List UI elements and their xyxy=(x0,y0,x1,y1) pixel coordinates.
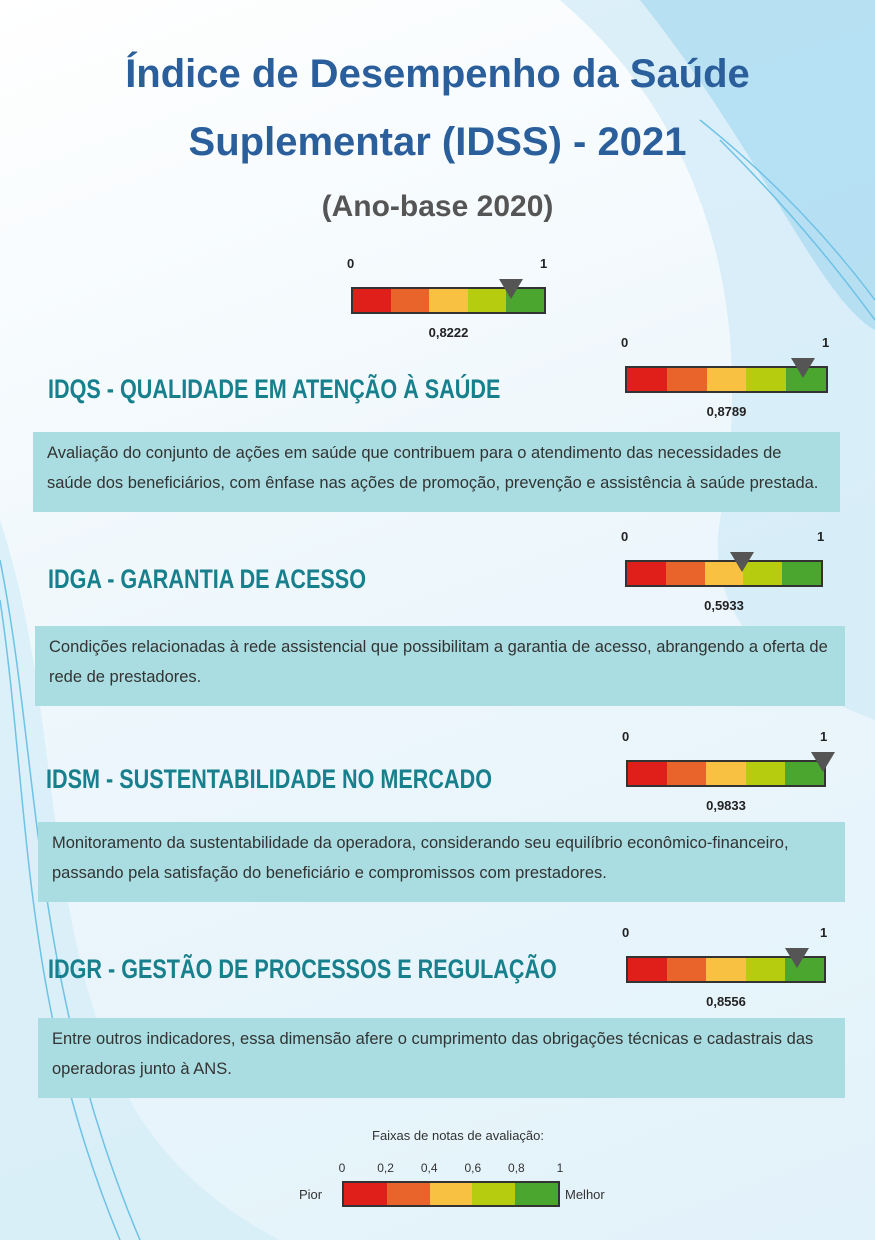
legend-title: Faixas de notas de avaliação: xyxy=(372,1128,544,1143)
gauge-band xyxy=(665,562,705,585)
gauge-band xyxy=(782,562,821,585)
gauge-max: 1 xyxy=(820,925,828,940)
gauge-band xyxy=(344,1183,387,1205)
section-title: IDGA - GARANTIA DE ACESSO xyxy=(48,564,367,594)
gauge-band xyxy=(666,368,707,391)
gauge-band xyxy=(515,1183,558,1205)
gauge-band xyxy=(627,562,666,585)
gauge-band xyxy=(472,1183,516,1205)
legend-tick-label: 1 xyxy=(556,1161,564,1175)
gauge-band xyxy=(391,289,430,312)
gauge-max: 1 xyxy=(822,335,830,350)
section-description: Avaliação do conjunto de ações em saúde … xyxy=(33,432,840,512)
gauge-band xyxy=(429,1183,473,1205)
gauge-band xyxy=(745,958,785,981)
gauge-band xyxy=(667,958,707,981)
gauge-band xyxy=(706,958,746,981)
gauge-band xyxy=(706,762,746,785)
legend-low: Pior xyxy=(299,1187,323,1202)
gauge-max: 1 xyxy=(817,529,825,544)
legend-tick-label: 0,4 xyxy=(420,1161,438,1175)
gauge-band xyxy=(627,368,667,391)
subtitle: (Ano-base 2020) xyxy=(321,190,554,223)
gauge-max: 1 xyxy=(820,729,828,744)
legend-tick-label: 0,6 xyxy=(464,1161,482,1175)
gauge-bar xyxy=(626,760,826,787)
gauge-min: 0 xyxy=(622,925,630,940)
section-description: Condições relacionadas à rede assistenci… xyxy=(35,626,845,706)
gauge-min: 0 xyxy=(621,335,629,350)
gauge-band xyxy=(628,762,668,785)
section-title: IDGR - GESTÃO DE PROCESSOS E REGULAÇÃO xyxy=(48,954,557,984)
gauge-value: 0,8789 xyxy=(706,404,747,419)
gauge-bar xyxy=(351,287,546,314)
legend-tick-label: 0,2 xyxy=(377,1161,394,1175)
title: Índice de Desempenho da Saúde xyxy=(125,52,750,96)
gauge-max: 1 xyxy=(540,256,548,271)
gauge-bar xyxy=(625,366,828,393)
legend-tick-label: 0 xyxy=(338,1161,346,1175)
gauge-value: 0,5933 xyxy=(704,598,744,613)
gauge-bar xyxy=(342,1181,560,1207)
gauge-min: 0 xyxy=(347,256,355,271)
gauge-marker xyxy=(810,752,835,772)
section-title: IDQS - QUALIDADE EM ATENÇÃO À SAÚDE xyxy=(48,374,501,404)
gauge-min: 0 xyxy=(621,529,629,544)
gauge-band xyxy=(706,368,747,391)
section-description: Monitoramento da sustentabilidade da ope… xyxy=(38,822,845,902)
legend-high: Melhor xyxy=(565,1187,605,1202)
gauge-band xyxy=(746,368,787,391)
gauge-band xyxy=(667,762,707,785)
gauge-bar xyxy=(625,560,823,587)
section-title: IDSM - SUSTENTABILIDADE NO MERCADO xyxy=(46,764,492,794)
gauge-marker xyxy=(730,552,755,572)
title: Suplementar (IDSS) - 2021 xyxy=(188,120,687,164)
gauge-value: 0,9833 xyxy=(706,798,746,813)
section-description: Entre outros indicadores, essa dimensão … xyxy=(38,1018,845,1098)
gauge-marker xyxy=(791,358,816,378)
gauge-value: 0,8556 xyxy=(706,994,746,1009)
gauge-band xyxy=(429,289,468,312)
gauge-min: 0 xyxy=(622,729,630,744)
gauge-band xyxy=(386,1183,430,1205)
gauge-marker xyxy=(499,279,524,299)
gauge-value: 0,8222 xyxy=(428,325,469,340)
gauge-band xyxy=(745,762,785,785)
gauge-band xyxy=(353,289,392,312)
gauge-band xyxy=(628,958,668,981)
gauge-marker xyxy=(785,948,810,968)
gauge-band xyxy=(467,289,506,312)
legend-tick-label: 0,8 xyxy=(508,1161,525,1175)
